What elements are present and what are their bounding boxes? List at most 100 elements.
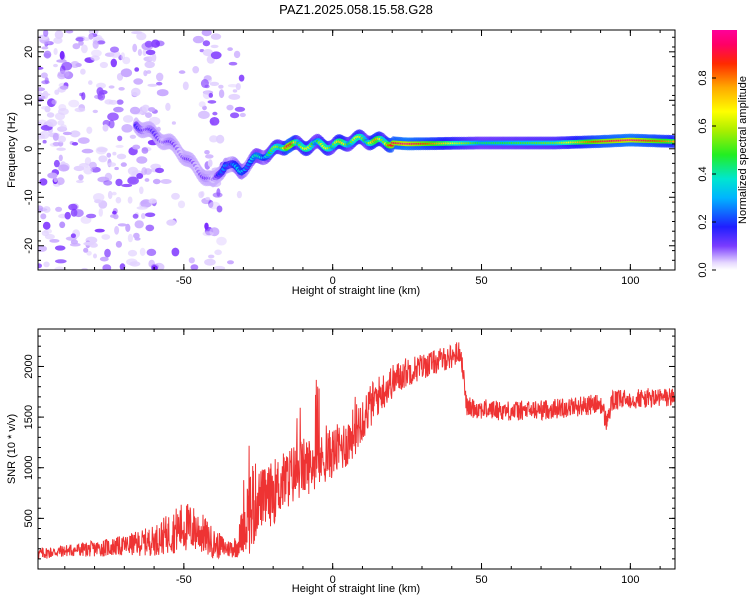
spectrogram-noise-cell [70, 208, 78, 217]
spectrogram-noise-cell [59, 50, 65, 60]
spectrogram-noise-cell [141, 104, 150, 113]
spectrogram-noise-cell [104, 172, 113, 181]
spectrogram-noise-cell [156, 72, 164, 82]
colorbar-ticks: 0.0 0.2 0.4 0.6 0.8 [697, 70, 716, 278]
spectrogram-noise-cell [212, 111, 218, 116]
spectrogram-noise-cell [142, 49, 147, 56]
spectrogram-noise-cell [198, 101, 206, 108]
y-tick-label: 2000 [23, 354, 35, 378]
spectrogram-noise-cell [55, 206, 63, 212]
spectrogram-noise-cell [64, 211, 71, 220]
spectrogram-noise-cell [46, 112, 55, 118]
x-tick-label: -50 [176, 574, 192, 586]
spectrogram-noise-cell [106, 152, 112, 158]
spectrogram-noise-cell [120, 68, 133, 78]
spectrogram-noise-cell [144, 40, 153, 48]
spectrogram-noise-cell [145, 49, 156, 56]
spectrogram-noise-cell [209, 117, 220, 126]
spectrogram-noise-cell [86, 126, 93, 134]
spectrogram-noise-cell [43, 40, 51, 45]
spectrogram-noise-cell [132, 213, 139, 219]
spectrogram-noise-cell [145, 112, 152, 118]
spectrogram-noise-cell [192, 66, 200, 74]
spectrogram-noise-cell [81, 267, 88, 270]
spectrogram-noise-cell [104, 99, 114, 105]
spectrogram-noise-cell [117, 135, 123, 142]
spectrogram-noise-cell [56, 177, 65, 186]
spectrogram-noise-cell [111, 191, 117, 196]
spectrogram-noise-cell [57, 70, 70, 78]
figure-title: PAZ1.2025.058.15.58.G28 [279, 2, 433, 17]
spectrogram-noise-cell [238, 74, 245, 82]
colorbar-tick-label: 0.2 [697, 214, 709, 229]
spectrogram-noise-cell [146, 248, 157, 256]
spectrogram-noise-cell [110, 58, 118, 68]
spectrogram-noise-cell [141, 167, 148, 176]
spectrogram-noise-cell [133, 78, 144, 85]
spectrogram-noise-cell [83, 37, 90, 41]
spectrogram-noise-cell [91, 49, 102, 57]
spectrogram-noise-cell [239, 112, 246, 118]
x-tick-label: 0 [330, 574, 336, 586]
spectrogram-noise-cell [40, 72, 48, 79]
spectrogram-noise-cell [202, 49, 214, 57]
spectrogram-noise-cell [78, 174, 84, 181]
spectrogram-noise-cell [134, 67, 140, 72]
spectrogram-noise-cell [54, 89, 60, 95]
spectrogram-noise-cell [228, 61, 238, 66]
spectrogram-noise-cell [136, 156, 148, 164]
spectrogram-noise-cell [54, 259, 67, 264]
spectrogram-noise-cell [109, 50, 121, 58]
spectrogram-noise-cell [43, 50, 52, 59]
spectrogram-noise-cell [228, 93, 241, 100]
x-tick-label: 50 [475, 275, 487, 287]
spectrogram-noise-cell [54, 266, 66, 270]
spectrogram-noise-cell [102, 264, 112, 270]
spectrogram-noise-cell [148, 198, 157, 204]
spectrogram-noise-cell [115, 144, 124, 148]
spectrogram-noise-cell [205, 154, 214, 159]
spectrogram-noise-cell [144, 212, 156, 218]
colorbar-tick-label: 0.0 [697, 262, 709, 277]
spectrogram-noise-cell [38, 92, 43, 97]
spectrogram-noise-cell [107, 190, 113, 200]
snr-ticks: -50 0 50 100 500 1000 1500 2000 [23, 329, 675, 586]
spectrogram-noise-cell [132, 43, 138, 53]
spectrogram-noise-cell [81, 44, 88, 54]
x-tick-label: -50 [176, 275, 192, 287]
spectrogram-noise-cell [208, 92, 213, 98]
spectrogram-noise-cell [58, 164, 70, 172]
spectrogram-x-label: Height of straight line (km) [292, 285, 420, 297]
spectrogram-noise-cell [76, 179, 84, 184]
spectrogram-noise-cell [40, 105, 50, 110]
spectrogram-noise-cell [88, 33, 94, 40]
spectrogram-noise-cell [43, 261, 50, 268]
y-tick-label: 20 [23, 46, 35, 58]
spectrogram-noise-cell [103, 180, 113, 186]
spectrogram-noise-cell [75, 37, 85, 42]
spectrogram-noise-cell [53, 48, 58, 55]
snr-series-line [38, 342, 675, 560]
spectrogram-noise-cell [127, 196, 133, 204]
spectrogram-noise-cell [47, 172, 58, 179]
spectrogram-noise-cell [151, 39, 160, 48]
spectrogram-ticks: -50 0 50 100 -20 -10 0 10 20 [23, 30, 675, 287]
spectrogram-ridge [132, 117, 675, 188]
spectrogram-noise-cell [83, 247, 89, 253]
spectrogram-noise-cell [59, 85, 69, 90]
spectrogram-noise-cell [49, 239, 60, 243]
spectrogram-noise-cell [205, 196, 211, 201]
y-tick-label: 10 [23, 94, 35, 106]
spectrogram-noise-cell [107, 112, 119, 121]
spectrogram-noise-cell [171, 192, 180, 200]
spectrogram-noise-cell [53, 159, 60, 168]
spectrogram-noise-cell [204, 258, 216, 266]
spectrogram-noise-cell [121, 183, 133, 188]
spectrogram-noise-cell [70, 233, 76, 238]
spectrogram-noise-cell [216, 236, 227, 246]
spectrogram-noise-cell [79, 92, 84, 97]
spectrogram-noise-cell [75, 63, 82, 67]
spectrogram-noise-cell [133, 232, 140, 239]
spectrogram-noise-cell [114, 225, 120, 235]
spectrogram-noise-cell [136, 206, 148, 210]
